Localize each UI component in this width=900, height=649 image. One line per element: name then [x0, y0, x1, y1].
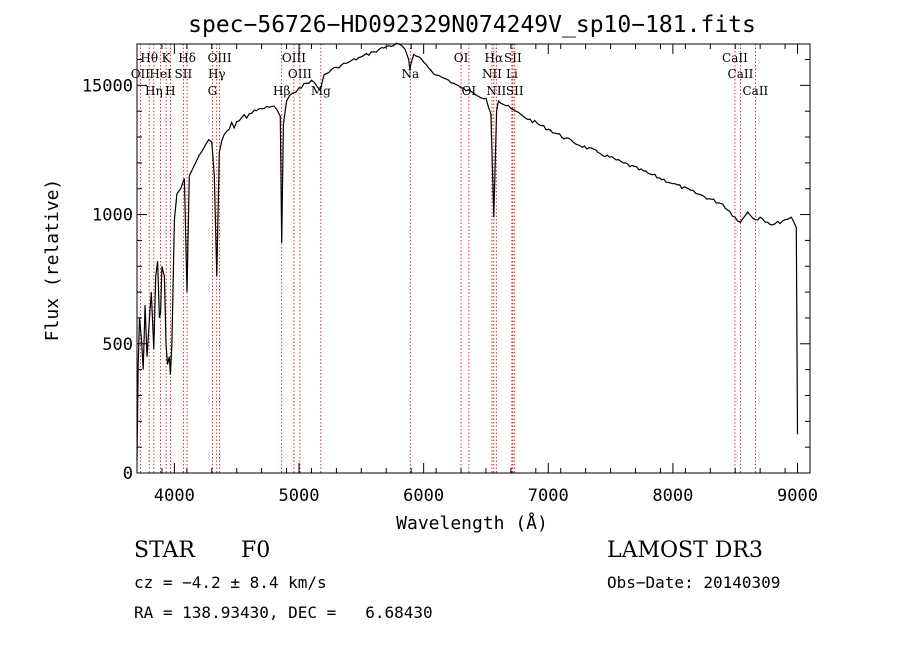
x-axis-ticks: 4000 5000 6000 7000 8000 9000 [136, 44, 818, 506]
line-marker-label-8: OIII [208, 51, 232, 65]
line-marker-label-21: SII [504, 51, 522, 65]
line-marker-label-17: OI [462, 84, 477, 98]
y-axis-ticks: 0 500 1000 15000 [82, 59, 810, 484]
x-tick-label-1: 5000 [279, 486, 320, 506]
y-tick-label-1: 500 [102, 335, 133, 355]
line-marker-label-12: OIII [282, 51, 306, 65]
line-marker-label-4: K [162, 51, 172, 65]
x-axis-label: Wavelength (Å) [396, 512, 548, 534]
line-marker-label-26: CaII [742, 84, 768, 98]
line-marker-label-23: SII [506, 84, 524, 98]
y-tick-label-0: 0 [123, 464, 133, 484]
line-marker-label-16: OI [454, 51, 469, 65]
line-marker-label-15: Na [401, 67, 419, 81]
x-tick-label-3: 7000 [528, 486, 569, 506]
observation-date: Obs−Date: 20140309 [607, 573, 781, 592]
line-marker-label-25: CaII [728, 67, 754, 81]
line-marker-label-5: SII [175, 67, 193, 81]
line-marker-label-0: Hθ [140, 51, 158, 65]
line-marker-label-10: G [208, 84, 218, 98]
survey-name: LAMOST DR3 [607, 538, 763, 563]
line-marker-label-22: Li [506, 67, 518, 81]
x-tick-label-5: 9000 [777, 486, 818, 506]
line-marker-label-14: Mg [311, 84, 331, 98]
object-class: STAR [134, 538, 195, 563]
line-markers [139, 44, 756, 473]
line-marker-label-3: HeI [149, 67, 172, 81]
y-axis-label: Flux (relative) [42, 179, 63, 342]
y-tick-label-2: 1000 [92, 206, 133, 226]
line-marker-label-19: NII [482, 67, 502, 81]
x-tick-label-2: 6000 [403, 486, 444, 506]
line-marker-label-2: Hη [145, 84, 163, 98]
spectrum-line [136, 42, 799, 461]
plot-frame [136, 43, 811, 474]
line-marker-label-1: OII [131, 67, 151, 81]
y-tick-label-3: 15000 [82, 76, 133, 96]
object-subclass: F0 [241, 538, 271, 563]
line-marker-label-11: Hβ [273, 84, 290, 98]
chart-title: spec−56726−HD092329N074249V_sp10−181.fit… [188, 12, 756, 38]
line-marker-label-9: Hγ [208, 67, 226, 81]
line-marker-label-6: H [165, 84, 175, 98]
coordinates: RA = 138.93430, DEC = 6.68430 [134, 603, 433, 622]
line-marker-label-13: OIII [288, 67, 312, 81]
line-marker-label-24: CaII [722, 51, 748, 65]
x-tick-label-4: 8000 [652, 486, 693, 506]
redshift-cz: cz = −4.2 ± 8.4 km/s [134, 573, 327, 592]
x-tick-label-0: 4000 [154, 486, 195, 506]
line-marker-label-7: Hδ [178, 51, 196, 65]
line-marker-label-20: NII [486, 84, 506, 98]
line-marker-label-18: Hα [485, 51, 504, 65]
